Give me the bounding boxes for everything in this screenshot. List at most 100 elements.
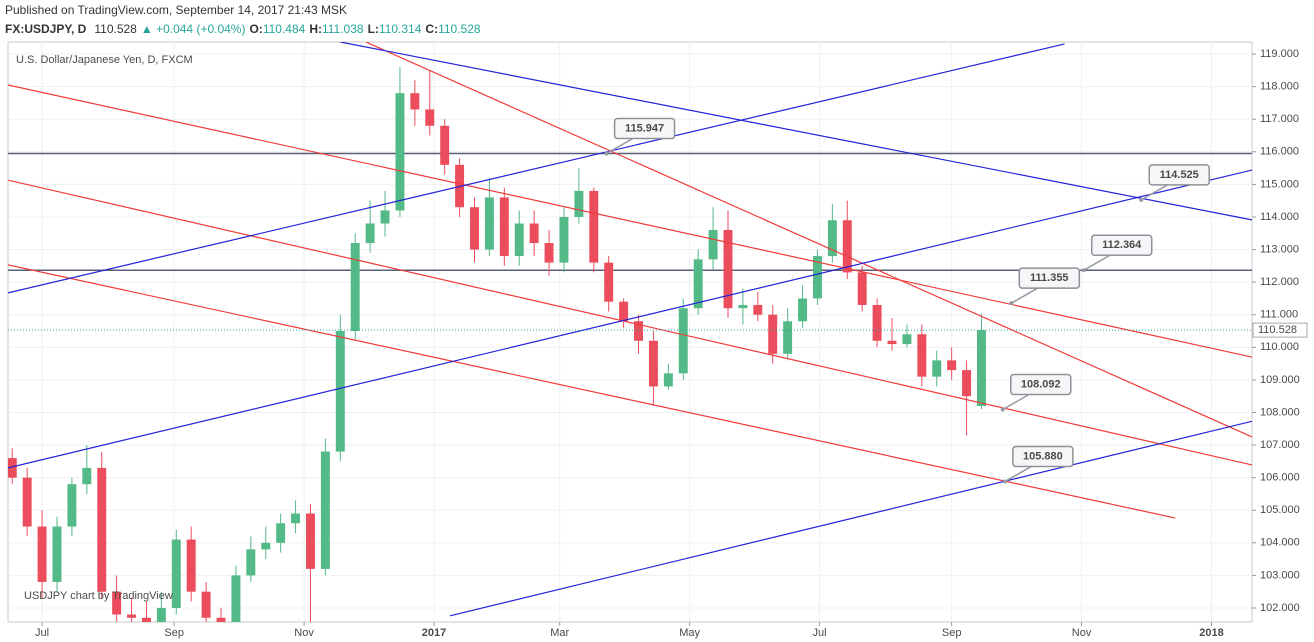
callout-label: 115.947 [625,122,664,134]
callout-box [1018,267,1081,289]
candle-body [112,591,122,615]
trend-line [8,264,1176,519]
candle-body [589,190,599,263]
candle-body [335,331,345,452]
x-tick-label: Sep [942,627,962,639]
y-tick-label: 119.000 [1260,48,1299,60]
x-tick-label: 2018 [1199,627,1223,639]
candle-body [529,223,539,244]
candle-body [872,304,882,341]
y-tick-label: 106.000 [1260,472,1300,484]
candle-body [156,607,166,622]
callout-anchor [1139,197,1144,202]
candle-body [484,197,494,250]
callout-leader [606,136,635,155]
callout-leader [1002,392,1032,411]
callout-leader [1010,286,1040,304]
candle-body [768,314,778,354]
candle-body [350,243,360,332]
y-tick-label: 114.000 [1260,211,1299,223]
candle-body [470,207,479,250]
close: 110.528 [438,22,481,36]
y-tick-label: 103.000 [1260,569,1300,581]
o-label: O: [249,22,262,36]
candle-body [723,230,733,309]
candle-body [67,484,77,527]
y-tick-label: 112.000 [1260,276,1299,288]
candle-body [514,223,524,257]
callout-label: 105.880 [1023,450,1063,462]
candle-body [902,334,912,345]
candle-body [753,304,763,315]
candle-body [37,526,47,582]
candle-body [276,523,286,543]
candle-body [976,330,986,406]
candle-body [932,360,942,377]
y-tick-label: 115.000 [1260,178,1299,190]
candle-body [97,467,107,592]
y-tick-label: 109.000 [1260,374,1300,386]
last-price-tag [1252,322,1308,338]
x-tick-label: May [679,627,700,639]
candle-body [544,243,554,263]
y-tick-label: 113.000 [1260,243,1299,255]
y-tick-label: 111.000 [1260,309,1298,321]
trend-line [8,169,1252,469]
l-label: L: [368,22,379,36]
candle-body [291,513,301,524]
y-tick-label: 107.000 [1260,439,1300,451]
callout-box [1090,234,1153,257]
candle-body [559,216,569,263]
trend-line [365,42,1252,438]
quote-line: FX:USDJPY, D 110.528 ▲ +0.044 (+0.04%) O:11… [5,22,481,36]
trend-line [8,179,1252,466]
c-label: C: [425,22,438,36]
y-tick-label: 105.000 [1260,504,1300,516]
watermark: USDJPY chart by TradingView [24,590,173,602]
last-price-label: 110.528 [1258,324,1297,336]
x-tick-label: Mar [550,627,569,639]
candle-body [320,451,330,569]
low: 110.314 [379,22,422,36]
candle-body [648,340,658,387]
h-label: H: [309,22,322,36]
candle-body [395,93,405,211]
candle-body [678,308,688,374]
trend-line [340,42,1252,221]
callout-anchor [1009,301,1014,306]
candle-body [440,125,450,165]
candle-body [410,93,420,110]
callout-leader [1004,464,1034,483]
candle-body [604,262,614,302]
candle-body [201,591,211,618]
candle-body [141,617,151,622]
candle-body [216,617,226,622]
candle-body [380,210,390,224]
x-tick-label: Jul [813,627,827,639]
candle-body [708,230,718,260]
candle-body [186,539,196,592]
candle-body [231,575,241,622]
callout-box [1148,164,1210,186]
legend: U.S. Dollar/Japanese Yen, D, FXCM [16,54,193,66]
x-tick-label: Jul [35,627,49,639]
symbol: FX:USDJPY, D [5,22,87,36]
last: 110.528 [94,22,137,36]
candle-body [499,197,509,257]
callout-label: 112.364 [1102,239,1142,251]
trend-line [449,420,1252,617]
callout-box [1010,373,1072,396]
candle-body [842,220,852,273]
candle-body [574,190,584,217]
callout-leader [1140,183,1170,201]
plot-area [8,42,1252,622]
y-tick-label: 117.000 [1260,113,1299,125]
candle-body [917,334,927,377]
candle-body [634,321,643,341]
candle-body [812,256,822,299]
candle-body [22,477,32,527]
candle-body [663,373,673,387]
callout-label: 114.525 [1160,169,1199,181]
candle-body [619,301,629,322]
